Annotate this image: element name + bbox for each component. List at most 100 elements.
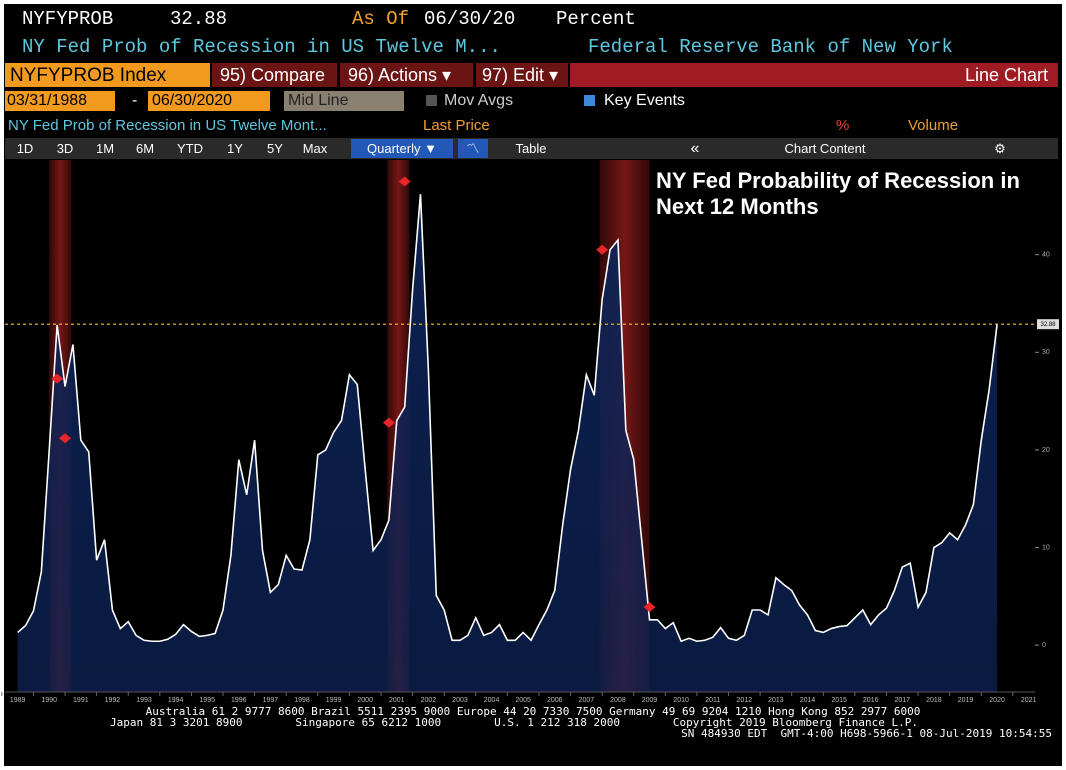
source: Federal Reserve Bank of New York [588, 36, 953, 58]
actions-button[interactable] [340, 63, 473, 87]
period-button[interactable]: 1M [95, 141, 115, 156]
x-tick-label: 1992 [105, 697, 121, 704]
x-tick-label: 2011 [705, 697, 720, 704]
key-event-marker [643, 602, 656, 613]
units: Percent [556, 8, 636, 30]
chart-icon[interactable]: 〽 [458, 139, 488, 158]
legend-percent: % [836, 117, 850, 134]
period-button[interactable]: Max [302, 141, 328, 156]
index-label[interactable]: NYFYPROB Index [10, 65, 167, 86]
key-event-marker [596, 244, 609, 255]
period-button[interactable]: 5Y [267, 141, 283, 156]
y-tick-label: 0 [1042, 642, 1046, 649]
chart-type-bar [570, 63, 1058, 87]
mov-avgs-checkbox[interactable] [426, 95, 437, 106]
chart-title: NY Fed Probability of Recession in Next … [656, 168, 1020, 220]
actions-label[interactable]: 96) Actions ▾ [348, 65, 452, 85]
key-event-marker [51, 373, 64, 384]
period-button[interactable]: 6M [135, 141, 155, 156]
end-date-box[interactable] [148, 91, 270, 111]
start-date-box[interactable] [5, 91, 115, 111]
period-bar [5, 138, 1058, 159]
line [17, 194, 998, 643]
x-tick-label: 2017 [895, 697, 911, 704]
x-tick-label: 2001 [389, 697, 405, 704]
ticker: NYFYPROB [22, 8, 114, 30]
x-tick-label: 2014 [800, 697, 816, 704]
x-tick-label: 2016 [863, 697, 879, 704]
legend-last-price: Last Price [423, 117, 490, 134]
x-tick-label: 2006 [547, 697, 563, 704]
y-tick-label: 40 [1042, 252, 1050, 259]
last-value-box [1037, 319, 1059, 330]
end-date[interactable]: 06/30/2020 [152, 92, 233, 109]
last-value: 32.88 [170, 8, 228, 30]
footer-2: Japan 81 3 3201 8900 Singapore 65 6212 1… [110, 716, 918, 729]
x-tick-label: 2009 [642, 697, 658, 704]
compare-label[interactable]: 95) Compare [220, 65, 326, 85]
x-tick-label: 2018 [926, 697, 942, 704]
x-tick-label: 2019 [958, 697, 974, 704]
table-button[interactable]: Table [515, 141, 547, 156]
as-of-label: As Of [352, 8, 410, 30]
last-value-label: 32.88 [1040, 322, 1056, 328]
x-tick-label: 1990 [41, 697, 57, 704]
x-tick-label: 2021 [1021, 697, 1037, 704]
legend-volume: Volume [908, 117, 959, 134]
y-tick-label: 20 [1042, 447, 1050, 454]
x-tick-label: 2013 [768, 697, 784, 704]
legend-series: NY Fed Prob of Recession in US Twelve Mo… [8, 117, 327, 134]
start-date[interactable]: 03/31/1988 [7, 92, 88, 109]
key-events-label[interactable]: Key Events [604, 92, 685, 109]
line-mode[interactable]: Mid Line [288, 92, 349, 109]
y-tick-label: 30 [1042, 349, 1050, 356]
key-event-marker [382, 417, 395, 428]
x-tick-label: 1994 [168, 697, 184, 704]
compare-button[interactable] [212, 63, 337, 87]
period-button[interactable]: YTD [177, 141, 203, 156]
x-tick-label: 2020 [989, 697, 1005, 704]
mov-avgs[interactable]: Mov Avgs [444, 92, 514, 109]
x-tick-label: 2002 [421, 697, 437, 704]
settings[interactable]: ⚙ [994, 141, 1006, 156]
x-tick-label: 2003 [452, 697, 468, 704]
footer-1: Australia 61 2 9777 8600 Brazil 5511 239… [145, 705, 921, 718]
x-tick-label: 2005 [515, 697, 531, 704]
chart-content[interactable]: Chart Content [784, 141, 866, 156]
x-tick-label: 2000 [357, 697, 373, 704]
x-tick-label: 2010 [673, 697, 689, 704]
key-event-marker [398, 176, 411, 187]
x-tick-label: 1996 [231, 697, 247, 704]
collapse-button[interactable]: « [690, 140, 700, 157]
x-tick-label: 1993 [136, 697, 152, 704]
as-of-date: 06/30/20 [424, 8, 516, 30]
edit-button[interactable] [476, 63, 568, 87]
x-tick-label: 2012 [737, 697, 753, 704]
index-tab[interactable] [5, 63, 210, 87]
area [17, 194, 998, 692]
chart-type: Line Chart [964, 65, 1048, 85]
period-button[interactable]: 1Y [227, 141, 243, 156]
y-tick-label: 10 [1042, 544, 1050, 551]
x-tick-label: 2007 [579, 697, 595, 704]
dash: - [132, 92, 138, 109]
description: NY Fed Prob of Recession in US Twelve M.… [22, 36, 501, 58]
key-event-marker [59, 433, 72, 444]
x-tick-label: 2004 [484, 697, 500, 704]
period-button[interactable]: 3D [56, 141, 74, 156]
line-mode-box[interactable] [284, 91, 404, 111]
frequency[interactable]: Quarterly ▼ [351, 139, 453, 158]
x-tick-label: 1998 [294, 697, 310, 704]
x-tick-label: 1989 [10, 697, 26, 704]
edit-label[interactable]: 97) Edit ▾ [482, 65, 559, 85]
period-button[interactable]: 1D [16, 141, 34, 156]
x-tick-label: 1991 [73, 697, 89, 704]
x-tick-label: 2008 [610, 697, 626, 704]
x-tick-label: 2015 [831, 697, 847, 704]
x-tick-label: 1997 [263, 697, 279, 704]
key-events-checkbox[interactable] [584, 95, 595, 106]
footer-3: SN 484930 EDT GMT-4:00 H698-5966-1 08-Ju… [681, 727, 1052, 740]
x-tick-label: 1995 [199, 697, 215, 704]
